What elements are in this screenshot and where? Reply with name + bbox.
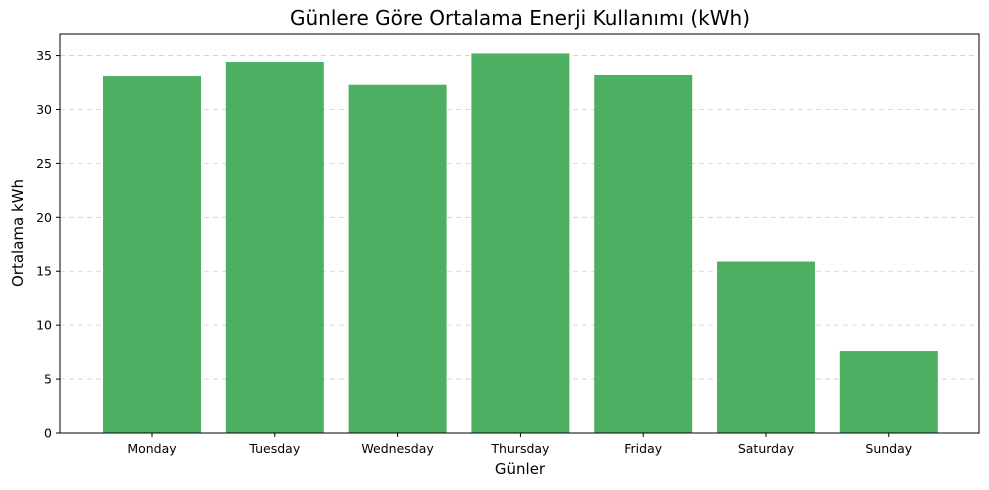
y-axis-label: Ortalama kWh [9, 179, 27, 287]
x-tick-label: Friday [624, 441, 662, 456]
x-axis-ticks: Monday Tuesday Wednesday Thursday Friday Satu… [127, 433, 913, 456]
bar-tuesday [225, 62, 324, 433]
y-tick-label: 5 [44, 372, 52, 387]
y-tick-label: 35 [36, 48, 52, 63]
bar-sunday [839, 351, 938, 433]
plot-frame [59, 33, 980, 434]
x-axis-label: Günler [495, 460, 546, 478]
y-tick-label: 30 [36, 102, 52, 117]
x-tick-label: Saturday [738, 441, 795, 456]
x-tick-label: Sunday [865, 441, 912, 456]
y-tick-label: 0 [44, 426, 52, 441]
x-tick-label: Tuesday [248, 441, 300, 456]
bar-saturday [717, 261, 815, 433]
y-tick-label: 25 [36, 156, 52, 171]
y-tick-label: 15 [36, 264, 52, 279]
bars [103, 53, 938, 434]
bar-friday [594, 74, 693, 433]
bar-thursday [471, 53, 570, 433]
bar-monday [103, 76, 201, 433]
y-tick-label: 20 [36, 210, 52, 225]
x-tick-label: Wednesday [361, 441, 434, 456]
y-axis-ticks: 0 5 10 15 20 25 30 35 [36, 48, 60, 441]
chart-title: Günlere Göre Ortalama Enerji Kullanımı (… [290, 6, 750, 30]
x-tick-label: Thursday [490, 441, 550, 456]
x-tick-label: Monday [127, 441, 177, 456]
bar-wednesday [348, 84, 447, 434]
y-tick-label: 10 [36, 318, 52, 333]
